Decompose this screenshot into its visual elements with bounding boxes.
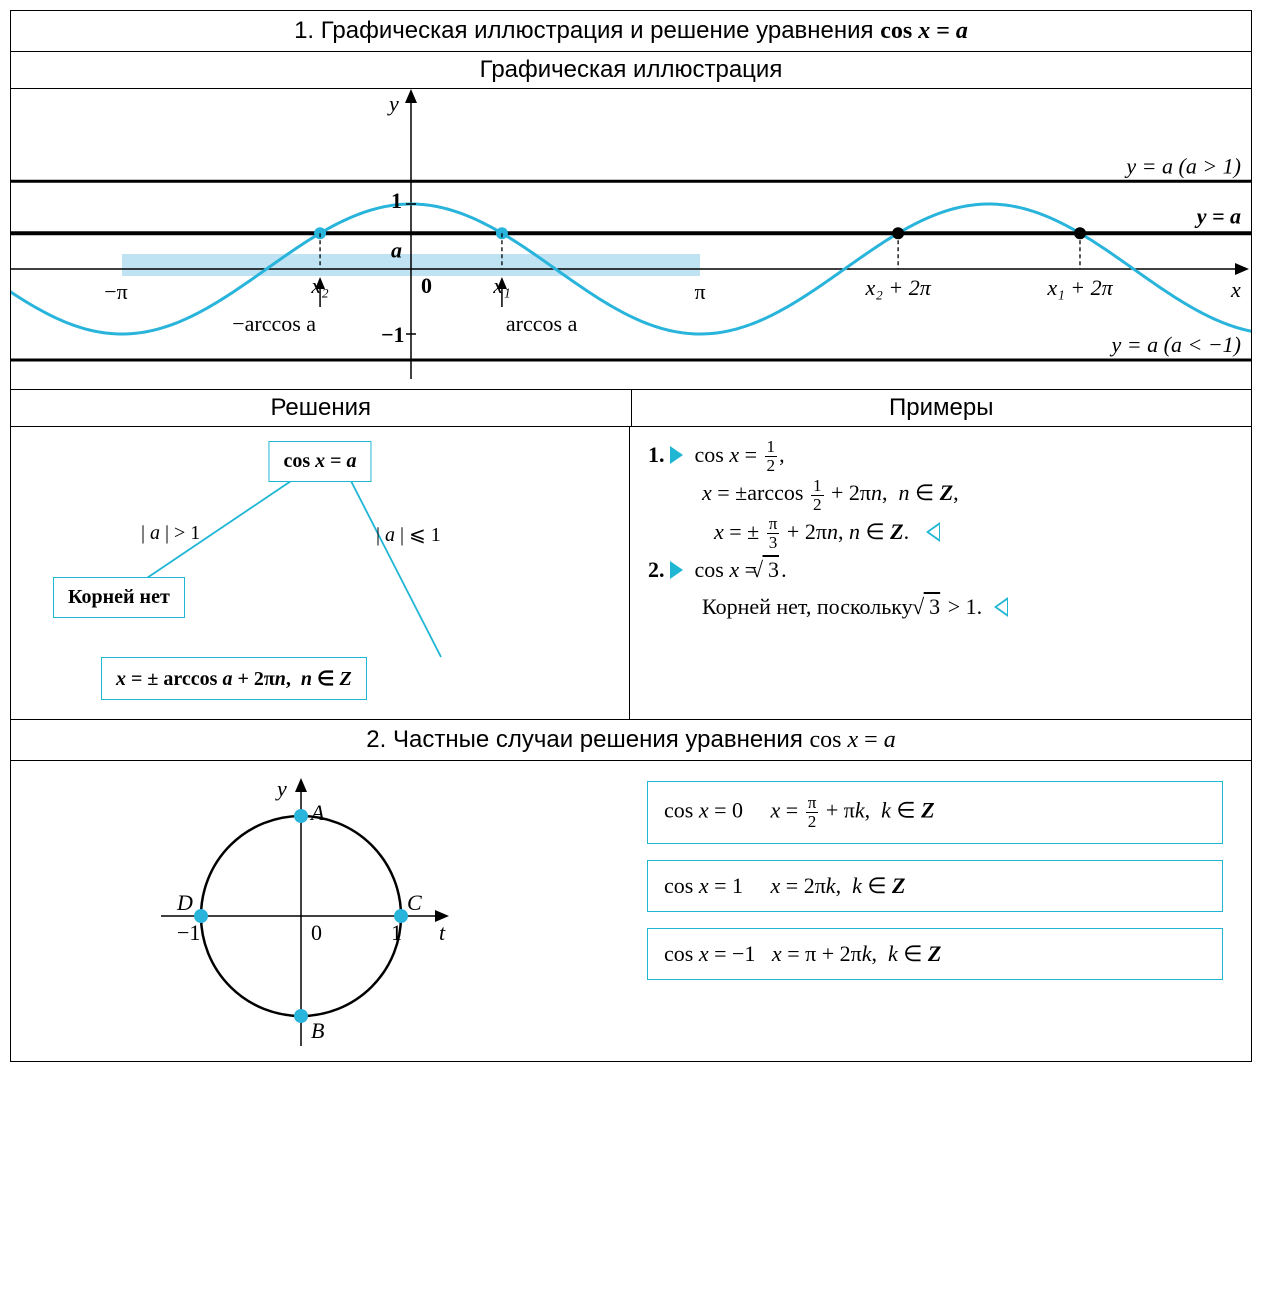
example-2: 2. cos x = 3√. (648, 552, 1233, 588)
solutions-cell: cos x = a | a | > 1 | a | ⩽ 1 Корней нет… (11, 427, 630, 719)
ex1-num: 1. (648, 442, 665, 467)
ex2-line2: Корней нет, поскольку 3√ > 1. (648, 589, 1233, 625)
case-cosm1: cos x = −1 x = π + 2πk, k ∈ Z (647, 928, 1223, 980)
document-root: 1. Графическая иллюстрация и решение ура… (10, 10, 1252, 1062)
section2-title: 2. Частные случаи решения уравнения cos … (11, 720, 1251, 761)
solutions-header: Решения (11, 390, 632, 426)
cosine-graph: y x 1 −1 0a −π π x₁ x₂ x₂ + 2π x₁ + 2π y = a (a > 1… (11, 89, 1251, 390)
case-cos0: cos x = 0 x = π2 + πk, k ∈ Z (647, 781, 1223, 844)
end-icon (994, 597, 1008, 617)
svg-text:−arccos a: −arccos a (232, 311, 316, 336)
svg-text:x₁: x₁ (492, 273, 510, 298)
special-cases-row: y t 0 1 −1 A B C D cos x = 0 x = π2 + πk, k ∈ Z … (11, 761, 1251, 1061)
ex2-num: 2. (648, 557, 665, 582)
play-icon (670, 561, 683, 579)
svg-text:B: B (311, 1018, 324, 1043)
play-icon (670, 446, 683, 464)
section2-title-eq: cos x = a (810, 727, 896, 753)
svg-text:D: D (176, 890, 193, 915)
case-cos1: cos x = 1 x = 2πk, k ∈ Z (647, 860, 1223, 912)
ex1-line3: x = ± π3 + 2πn, n ∈ Z. (648, 514, 1233, 552)
unit-circle-cell: y t 0 1 −1 A B C D (11, 761, 629, 1061)
svg-text:y: y (387, 91, 399, 116)
svg-text:y: y (275, 776, 287, 801)
ex1-line2: x = ±arccos 12 + 2πn, n ∈ Z, (648, 475, 1233, 513)
section1-title: 1. Графическая иллюстрация и решение ура… (11, 11, 1251, 52)
svg-text:t: t (439, 920, 446, 945)
examples-header: Примеры (632, 390, 1252, 426)
svg-text:y = a: y = a (1194, 203, 1241, 228)
svg-text:0: 0 (311, 920, 322, 945)
cosine-graph-svg: y x 1 −1 0a −π π x₁ x₂ x₂ + 2π x₁ + 2π y = a (a > 1… (11, 89, 1251, 389)
svg-text:x₁ + 2π: x₁ + 2π (1046, 275, 1113, 300)
sol-ex-headers: Решения Примеры (11, 390, 1251, 427)
sol-ex-body: cos x = a | a | > 1 | a | ⩽ 1 Корней нет… (11, 427, 1251, 720)
svg-text:a: a (391, 237, 402, 262)
svg-text:x₂ + 2π: x₂ + 2π (864, 275, 931, 300)
graph-subtitle: Графическая иллюстрация (11, 52, 1251, 89)
unit-circle-svg: y t 0 1 −1 A B C D (11, 761, 629, 1061)
example-1: 1. cos x = 12, (648, 437, 1233, 475)
tree-root-box: cos x = a (268, 441, 371, 482)
end-icon (926, 522, 940, 542)
tree-right-leaf: x = ± arccos a + 2πn, n ∈ Z (101, 657, 367, 700)
svg-text:x₂: x₂ (310, 273, 329, 298)
svg-text:1: 1 (391, 920, 402, 945)
svg-text:1: 1 (391, 188, 402, 213)
svg-text:π: π (694, 279, 705, 304)
svg-text:y = a (a < −1): y = a (a < −1) (1110, 332, 1241, 357)
svg-text:y = a (a > 1): y = a (a > 1) (1124, 153, 1241, 178)
svg-text:−π: −π (104, 279, 128, 304)
section2-title-text: 2. Частные случаи решения уравнения (366, 726, 809, 753)
tree-left-leaf: Корней нет (53, 577, 185, 618)
section1-title-eq: cos x = a (880, 18, 968, 44)
svg-text:−1: −1 (177, 920, 200, 945)
special-cases-cell: cos x = 0 x = π2 + πk, k ∈ Z cos x = 1 x… (629, 761, 1251, 1061)
svg-text:x: x (1230, 277, 1241, 302)
svg-text:C: C (407, 890, 422, 915)
svg-text:0: 0 (421, 273, 432, 298)
tree-left-cond: | a | > 1 (141, 522, 200, 545)
tree-right-cond: | a | ⩽ 1 (376, 522, 441, 547)
svg-text:A: A (309, 800, 325, 825)
svg-text:arccos a: arccos a (506, 311, 578, 336)
svg-text:−1: −1 (381, 322, 405, 347)
section1-title-text: 1. Графическая иллюстрация и решение ура… (294, 17, 880, 44)
examples-cell: 1. cos x = 12, x = ±arccos 12 + 2πn, n ∈… (630, 427, 1251, 719)
